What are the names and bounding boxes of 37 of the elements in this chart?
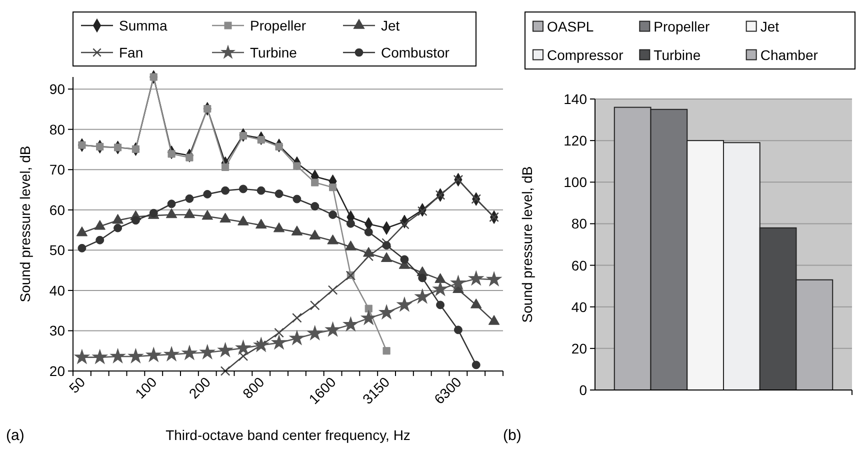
y-axis-title: Sound pressure level, dB [519,166,535,323]
x-tick-label: 50 [66,374,88,396]
legend-label: Summa [119,18,168,34]
x-tick-label: 200 [186,374,214,402]
text: (a) [6,427,24,444]
y-tick-label: 0 [579,382,588,398]
y-tick-label: 60 [49,202,66,218]
legend-label: Combustor [381,44,450,60]
legend-label: Propeller [654,18,710,34]
y-tick-label: 40 [49,282,66,298]
legend-label: Turbine [654,46,701,63]
y-tick-label: 60 [571,257,588,274]
legend-label: Jet [760,18,780,34]
y-tick-label: 70 [49,162,66,178]
legend-label: Chamber [760,46,818,63]
text: (b) [503,427,522,444]
y-tick-label: 30 [49,322,66,339]
y-tick-label: 80 [49,121,66,138]
x-axis-title: Third-octave band center frequency, Hz [166,427,410,443]
y-axis-title: Sound pressure level, dB [17,146,33,302]
y-tick-label: 100 [564,174,588,190]
y-tick-label: 140 [564,91,588,107]
legend-label: Fan [119,44,144,60]
y-tick-label: 120 [564,132,588,149]
y-tick-label: 20 [49,363,66,379]
legend-label: Turbine [250,44,298,60]
legend-label: Compressor [547,46,624,63]
x-tick-label: 100 [132,374,160,402]
x-tick-label: 800 [239,374,268,402]
y-tick-label: 40 [571,298,588,315]
y-tick-label: 20 [571,340,588,356]
legend-label: OASPL [547,18,594,34]
y-tick-label: 50 [49,242,66,258]
legend-label: Jet [381,18,400,34]
y-tick-label: 90 [49,81,66,98]
legend-label: Propeller [250,18,306,34]
y-tick-label: 80 [571,216,588,232]
